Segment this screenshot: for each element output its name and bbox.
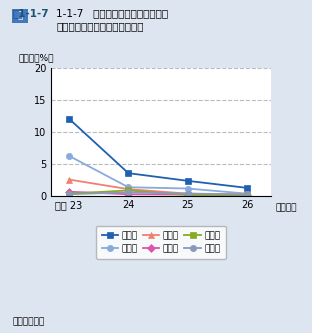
FancyBboxPatch shape (12, 9, 28, 23)
Text: （検出率%）: （検出率%） (18, 53, 54, 62)
Text: （年度）: （年度） (275, 203, 296, 212)
Text: 放射性セシウムの検出率の推移: 放射性セシウムの検出率の推移 (56, 22, 144, 32)
Text: 資料：環境省: 資料：環境省 (12, 317, 45, 326)
Text: 図: 図 (18, 11, 23, 20)
Text: 図1-1-7: 図1-1-7 (12, 8, 49, 18)
Legend: 浜通り, 福島県, 中通り, 栃木県, 宮城県, 千葉県: 浜通り, 福島県, 中通り, 栃木県, 宮城県, 千葉県 (96, 226, 226, 259)
Text: 1-1-7   公共用水域（河川水質）の: 1-1-7 公共用水域（河川水質）の (56, 8, 168, 18)
